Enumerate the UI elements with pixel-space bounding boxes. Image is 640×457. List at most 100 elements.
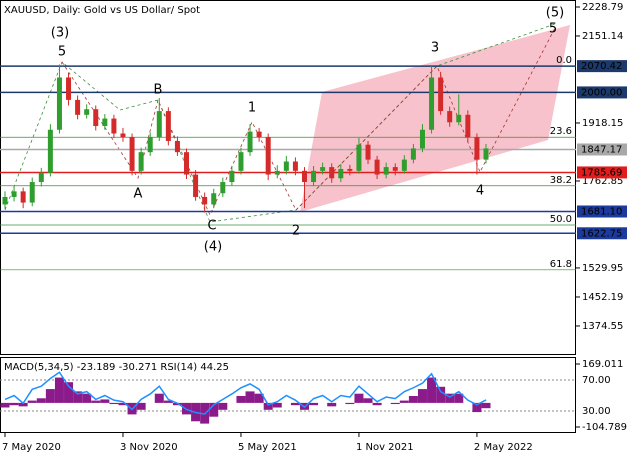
candle-body <box>56 77 62 130</box>
wave-label: 5 <box>549 22 557 37</box>
candle-body <box>401 159 407 171</box>
candle-body <box>356 144 362 171</box>
candle-body <box>365 144 371 160</box>
candle-body <box>447 111 453 123</box>
macd-bar <box>163 400 173 403</box>
level-label: 2000.00 <box>581 87 622 98</box>
candle-body <box>38 172 44 183</box>
fib-label: 61.8 <box>550 259 572 270</box>
wave-label: C <box>207 219 216 234</box>
y-tick-label: 1452.19 <box>582 292 623 303</box>
candle-body <box>11 191 17 197</box>
macd-bar <box>218 402 228 410</box>
level-label: 1785.69 <box>581 167 622 178</box>
macd-bar <box>345 402 355 405</box>
macd-bar <box>263 402 273 410</box>
candle-body <box>410 148 416 160</box>
candle-body <box>292 161 298 171</box>
y2-tick-label: 70.00 <box>582 375 611 386</box>
candle-body <box>265 137 271 175</box>
x-tick-label: 1 Nov 2021 <box>356 442 414 453</box>
candle-body <box>156 111 162 138</box>
candle-body <box>301 170 307 183</box>
y-tick-label: 1374.55 <box>582 321 623 332</box>
candle-body <box>66 77 72 100</box>
candle-body <box>283 161 289 171</box>
candle-body <box>338 168 344 179</box>
candle-body <box>129 137 135 171</box>
macd-bar <box>436 386 446 403</box>
chart-title: XAUUSD, Daily: Gold vs US Dollar/ Spot <box>4 5 200 16</box>
macd-bar <box>372 402 382 406</box>
candle-body <box>84 109 90 115</box>
macd-bar <box>427 377 437 403</box>
wave-label: A <box>134 187 143 202</box>
candle-body <box>111 118 117 134</box>
level-box <box>577 227 627 240</box>
candle-body <box>174 140 180 153</box>
candle-body <box>202 196 208 205</box>
level-box <box>577 143 627 156</box>
candle-body <box>29 182 35 203</box>
wave-label: 1 <box>248 101 256 116</box>
candle-body <box>20 191 26 203</box>
macd-bar <box>100 399 110 403</box>
macd-bar <box>36 398 46 403</box>
y-tick-label: 1762.85 <box>582 176 623 187</box>
macd-bar <box>0 402 10 408</box>
wave-path <box>4 23 556 223</box>
macd-bar <box>327 402 337 407</box>
x-tick-label: 2 May 2022 <box>474 442 533 453</box>
macd-bar <box>45 389 55 403</box>
candle-body <box>320 167 326 171</box>
macd-bar <box>445 393 455 403</box>
macd-bar <box>236 395 246 403</box>
y-tick-label: -104.789 <box>582 422 627 433</box>
macd-bar <box>417 389 427 403</box>
candle-body <box>465 114 471 138</box>
macd-bar <box>118 402 128 406</box>
macd-bar <box>64 382 74 403</box>
candle-body <box>211 193 217 205</box>
level-box <box>577 60 627 73</box>
wave-label: 2 <box>292 224 300 239</box>
macd-bar <box>399 400 409 403</box>
macd-bar <box>54 377 64 403</box>
level-label: 1681.10 <box>581 206 622 217</box>
candle-body <box>193 174 199 197</box>
candle-body <box>438 77 444 112</box>
candle-body <box>419 129 425 149</box>
macd-bar <box>27 400 37 403</box>
wave-label: 4 <box>476 184 484 199</box>
wave-label: (4) <box>204 240 222 255</box>
level-label: 1622.75 <box>581 228 622 239</box>
candle-body <box>220 182 226 194</box>
candle-body <box>274 170 280 175</box>
candle-body <box>238 152 244 171</box>
macd-bar <box>408 395 418 403</box>
macd-bar <box>254 393 264 403</box>
macd-signal: -30.271 <box>119 362 158 373</box>
rsi-line <box>4 371 487 415</box>
macd-bar <box>154 393 164 403</box>
x-tick-label: 7 May 2020 <box>2 442 61 453</box>
indicator-panel <box>0 357 576 433</box>
fib-label: 23.6 <box>550 126 572 137</box>
macd-bar <box>109 402 119 405</box>
rsi-value: 44.25 <box>200 362 229 373</box>
macd-bar <box>18 402 28 407</box>
candle-body <box>329 167 335 179</box>
candle-body <box>456 114 462 123</box>
wave-label: (3) <box>51 26 69 41</box>
candle-body <box>256 131 262 138</box>
candle-body <box>374 159 380 175</box>
level-box <box>577 205 627 218</box>
y2-tick-label: 30.00 <box>582 406 611 417</box>
candle-body <box>47 129 53 173</box>
candle-body <box>2 196 8 205</box>
x-tick-label: 5 May 2021 <box>238 442 297 453</box>
y-tick-label: 169.011 <box>582 359 623 370</box>
macd-bar <box>272 402 282 408</box>
rsi-label: RSI(14) <box>160 362 197 373</box>
